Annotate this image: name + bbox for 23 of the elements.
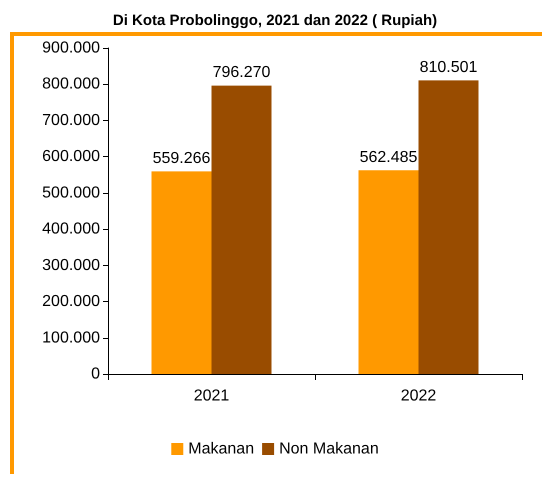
bar	[152, 171, 212, 374]
y-tick-label: 0	[91, 366, 100, 382]
legend-label: Non Makanan	[279, 440, 379, 458]
x-tick-label: 2021	[194, 388, 230, 404]
bar	[418, 80, 478, 374]
legend-label: Makanan	[188, 440, 254, 458]
data-label: 559.266	[152, 150, 211, 167]
y-tick-label: 400.000	[42, 220, 100, 238]
y-tick-label: 500.000	[42, 184, 100, 202]
y-tick-label: 100.000	[42, 329, 100, 346]
y-tick-label: 700.000	[42, 112, 100, 129]
chart-title: Di Kota Probolinggo, 2021 dan 2022 ( Rupiah)	[112, 12, 438, 29]
bar	[212, 86, 272, 374]
y-tick-label: 200.000	[42, 293, 100, 310]
bar	[358, 170, 418, 374]
data-label: 810.501	[420, 58, 478, 76]
y-tick-label: 900.000	[42, 40, 100, 56]
data-label: 796.270	[212, 64, 271, 82]
y-tick-label: 300.000	[42, 256, 100, 274]
x-tick-label: 2022	[400, 388, 436, 404]
data-label: 562.485	[360, 148, 418, 166]
y-tick-label: 800.000	[42, 76, 100, 93]
y-tick-label: 600.000	[42, 148, 100, 166]
